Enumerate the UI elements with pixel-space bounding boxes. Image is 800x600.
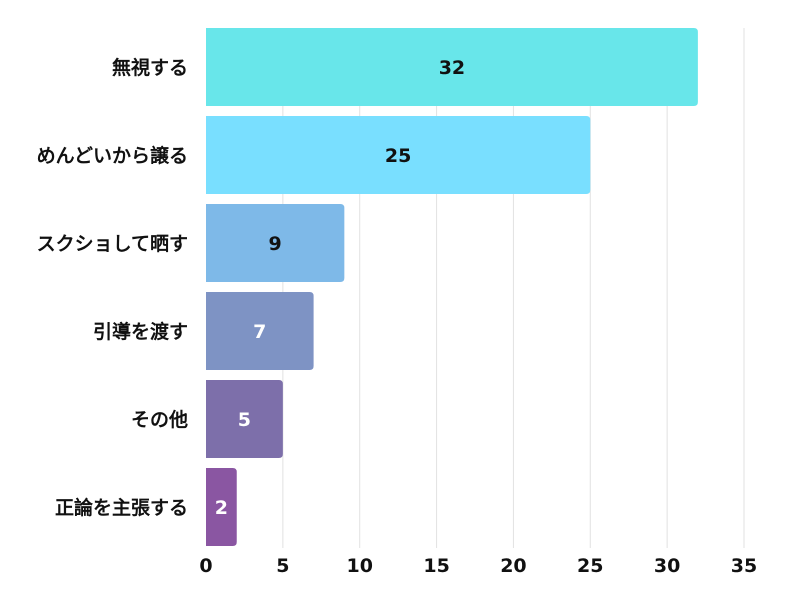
x-tick-label-15: 15 [423, 555, 449, 577]
x-tick-label-35: 35 [731, 555, 757, 577]
data-label-2: 25 [385, 145, 411, 167]
data-label-6: 2 [215, 497, 228, 519]
bar-3 [206, 204, 345, 282]
data-labels: 32 25 9 7 5 2 [215, 57, 465, 519]
data-label-3: 9 [269, 233, 282, 255]
category-label-5: その他 [131, 408, 188, 431]
data-label-5: 5 [238, 409, 251, 431]
bars [206, 28, 698, 546]
data-label-1: 32 [439, 57, 465, 79]
category-label-2: めんどいから譲る [37, 144, 188, 167]
bar-4 [206, 292, 314, 370]
x-axis-tick-labels: 0 5 10 15 20 25 30 35 [199, 555, 757, 577]
bar-2 [206, 116, 591, 194]
bar-5 [206, 380, 283, 458]
bar-1 [206, 28, 698, 106]
category-label-4: 引導を渡す [93, 320, 188, 343]
x-tick-label-5: 5 [276, 555, 289, 577]
x-tick-label-30: 30 [654, 555, 680, 577]
x-tick-label-0: 0 [199, 555, 212, 577]
x-tick-label-20: 20 [500, 555, 526, 577]
x-tick-label-10: 10 [346, 555, 372, 577]
bar-6 [206, 468, 237, 546]
x-tick-label-25: 25 [577, 555, 603, 577]
data-label-4: 7 [253, 321, 266, 343]
grid-lines [282, 28, 745, 548]
category-label-3: スクショして晒す [37, 233, 188, 255]
category-label-1: 無視する [112, 56, 188, 79]
category-label-6: 正論を主張する [55, 496, 188, 519]
